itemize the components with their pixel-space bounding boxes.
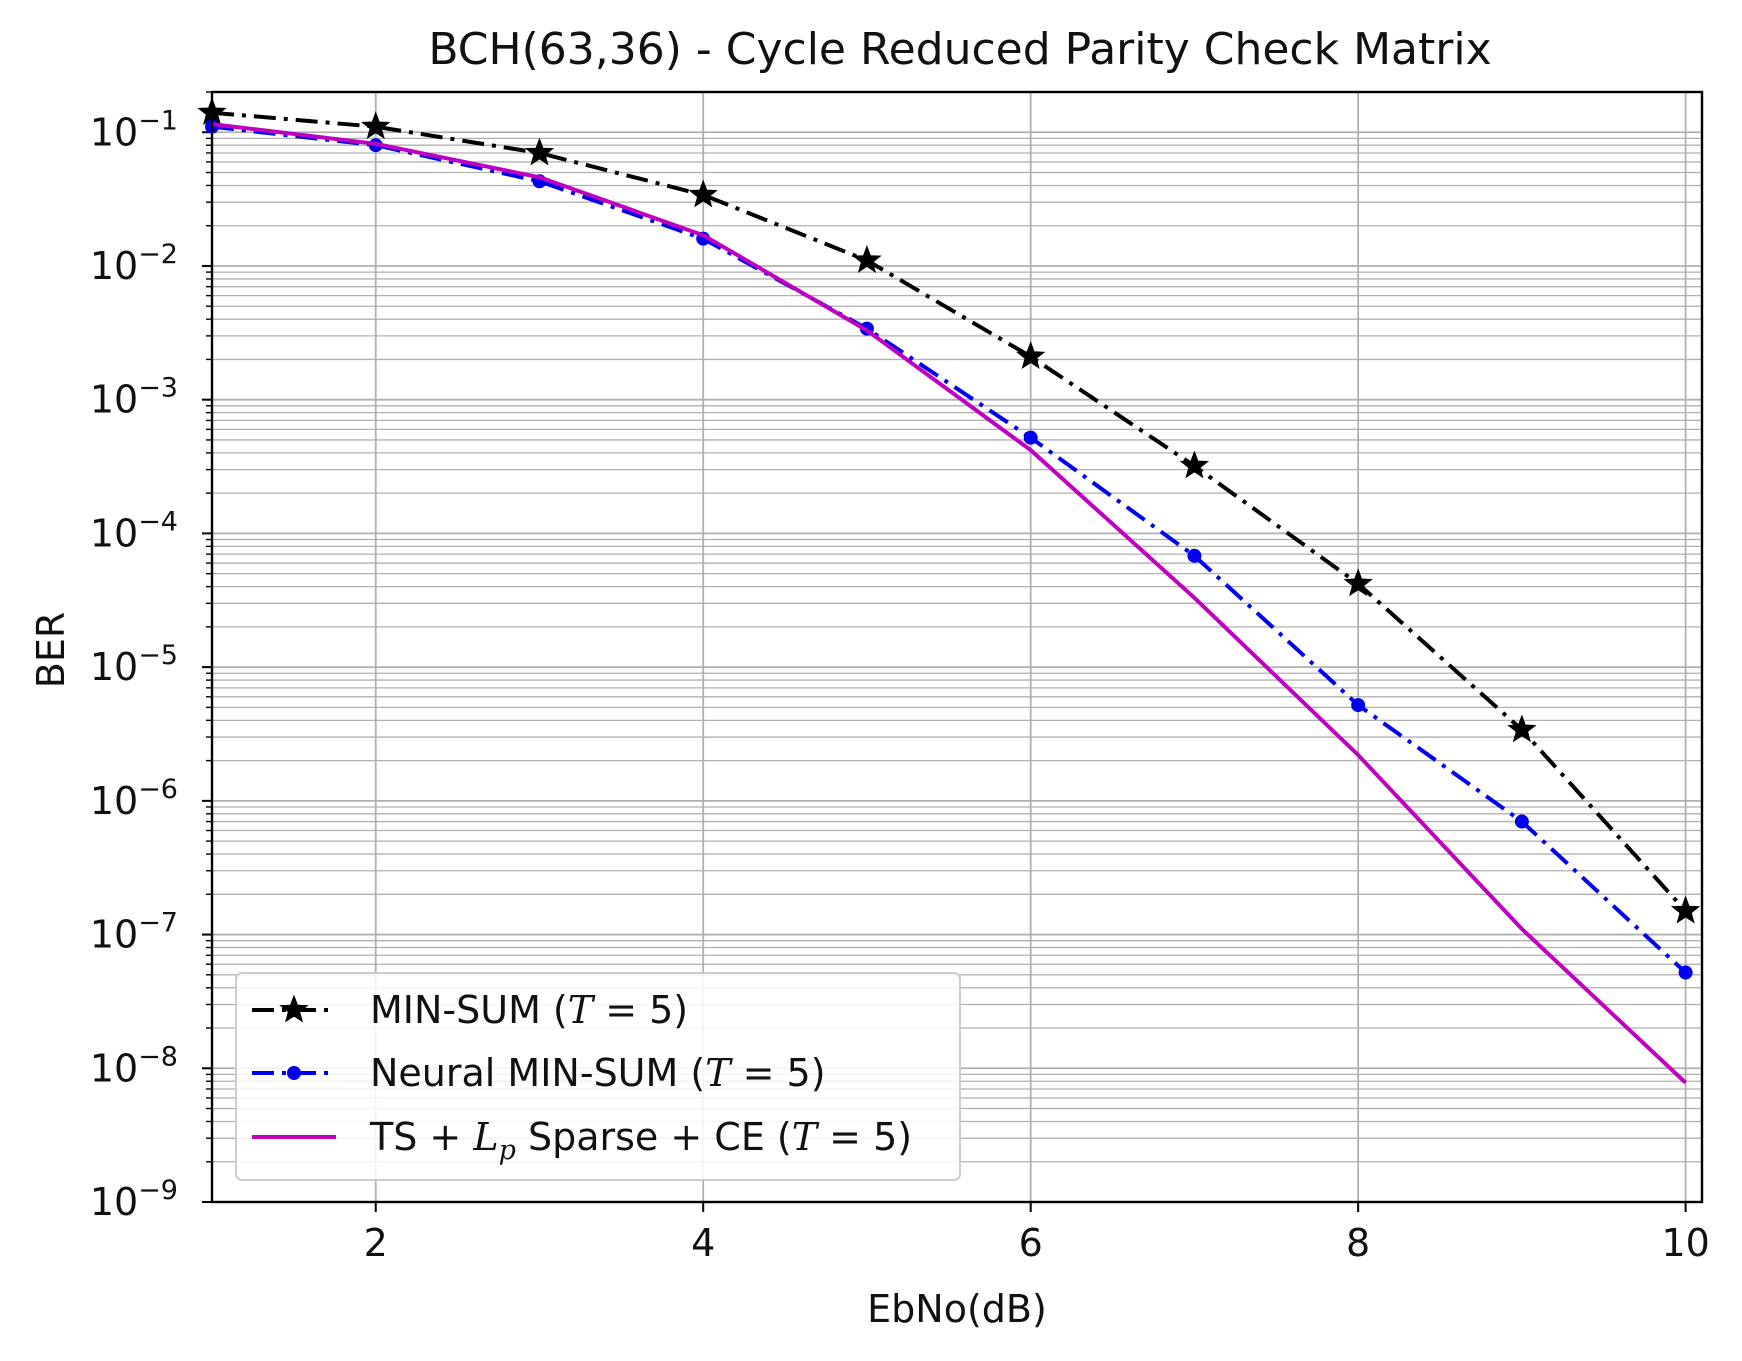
series-layer xyxy=(197,97,1701,1085)
data-point-star xyxy=(1016,341,1046,370)
legend-label-1: Neural MIN-SUM (T = 5) xyxy=(370,1051,826,1095)
x-tick-label: 10 xyxy=(1661,1221,1709,1265)
data-point-star xyxy=(1179,450,1210,479)
data-point-circle xyxy=(1678,965,1693,980)
x-tick-label: 2 xyxy=(364,1221,388,1265)
x-axis-label: EbNo(dB) xyxy=(867,1287,1047,1331)
plot-area-frame xyxy=(210,90,1704,1204)
y-tick-label: 10−9 xyxy=(90,1175,178,1224)
data-point-star xyxy=(852,244,882,273)
y-tick-label: 10−8 xyxy=(90,1041,178,1090)
y-axis-label: BER xyxy=(29,612,73,688)
data-point-star xyxy=(1670,895,1701,924)
y-tick-label: 10−2 xyxy=(90,239,178,288)
legend-box xyxy=(235,972,961,1181)
data-point-star xyxy=(1507,714,1537,743)
series-0 xyxy=(197,97,1701,924)
data-point-star xyxy=(361,111,391,140)
x-tick-label: 8 xyxy=(1346,1221,1370,1265)
data-point-circle xyxy=(1351,698,1366,713)
legend: MIN-SUM (T = 5) Neural MIN-SUM (T = 5) TS … xyxy=(235,972,961,1181)
series-line xyxy=(211,122,1687,1085)
y-tick-label: 10−7 xyxy=(90,908,178,957)
series-line xyxy=(211,110,1688,913)
data-point-circle xyxy=(1187,548,1202,563)
legend-marker-circle xyxy=(287,1066,301,1080)
data-point-star xyxy=(1343,568,1373,597)
legend-label-2: TS + Lp Sparse + CE (T = 5) xyxy=(369,1115,912,1166)
data-point-star xyxy=(524,137,555,166)
series-2 xyxy=(211,122,1687,1085)
y-tick-label: 10−3 xyxy=(90,373,178,422)
legend-label-0: MIN-SUM (T = 5) xyxy=(370,988,688,1032)
chart-title: BCH(63,36) - Cycle Reduced Parity Check … xyxy=(428,24,1491,75)
x-tick-label: 4 xyxy=(691,1221,715,1265)
y-tick-label: 10−5 xyxy=(90,640,178,689)
x-tick-label: 6 xyxy=(1019,1221,1043,1265)
data-point-circle xyxy=(1514,814,1529,829)
y-tick-label: 10−6 xyxy=(90,774,178,823)
data-point-circle xyxy=(1023,430,1038,445)
y-tick-label: 10−1 xyxy=(90,105,178,154)
legend-marker-star xyxy=(279,994,309,1023)
data-point-star xyxy=(688,179,718,208)
y-tick-label: 10−4 xyxy=(90,506,178,555)
